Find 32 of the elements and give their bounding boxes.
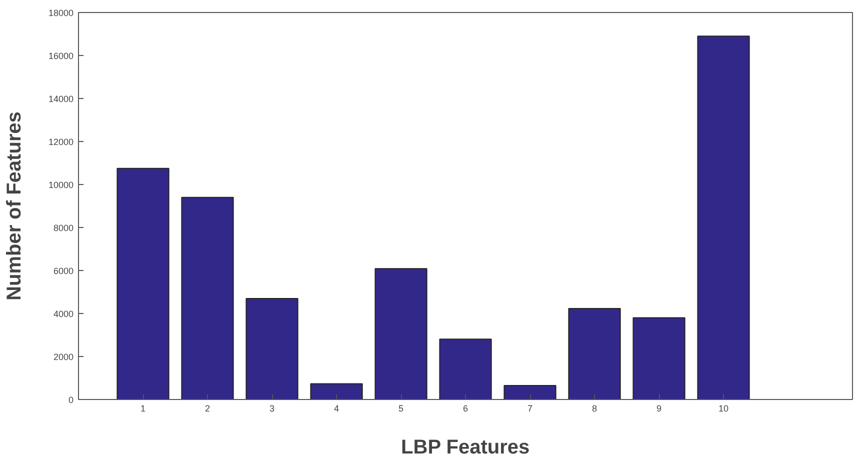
bar (632, 317, 686, 400)
x-tick-label: 9 (656, 404, 662, 414)
x-tick-label: 3 (269, 404, 275, 414)
x-tick-label: 10 (718, 404, 729, 414)
bar (246, 298, 298, 400)
x-tick-label: 8 (592, 404, 598, 414)
x-tick-label: 4 (334, 404, 340, 414)
bar (568, 308, 621, 400)
y-tick-label: 18000 (48, 8, 74, 18)
y-tick-label: 16000 (48, 51, 74, 61)
y-axis-title: Number of Features (3, 112, 26, 300)
bar (116, 168, 170, 400)
x-tick-label: 2 (204, 404, 210, 414)
y-tick-label: 8000 (53, 223, 74, 233)
bar (697, 36, 750, 400)
y-tick-label: 10000 (48, 180, 74, 190)
y-tick-label: 0 (68, 395, 74, 405)
bar (439, 338, 492, 400)
bar (181, 196, 234, 400)
y-tick-label: 6000 (53, 266, 74, 276)
y-tick-label: 12000 (48, 137, 74, 147)
y-tick-label: 4000 (53, 309, 74, 319)
x-tick-label: 7 (527, 404, 533, 414)
bar (310, 383, 363, 400)
x-axis-title: LBP Features (401, 436, 530, 458)
x-tick-label: 5 (398, 404, 404, 414)
x-tick-label: 6 (462, 404, 468, 414)
x-tick-label: 1 (140, 404, 146, 414)
y-tick-label: 2000 (53, 352, 74, 362)
bar (374, 268, 428, 400)
y-tick-label: 14000 (48, 94, 74, 104)
bar (504, 385, 556, 400)
